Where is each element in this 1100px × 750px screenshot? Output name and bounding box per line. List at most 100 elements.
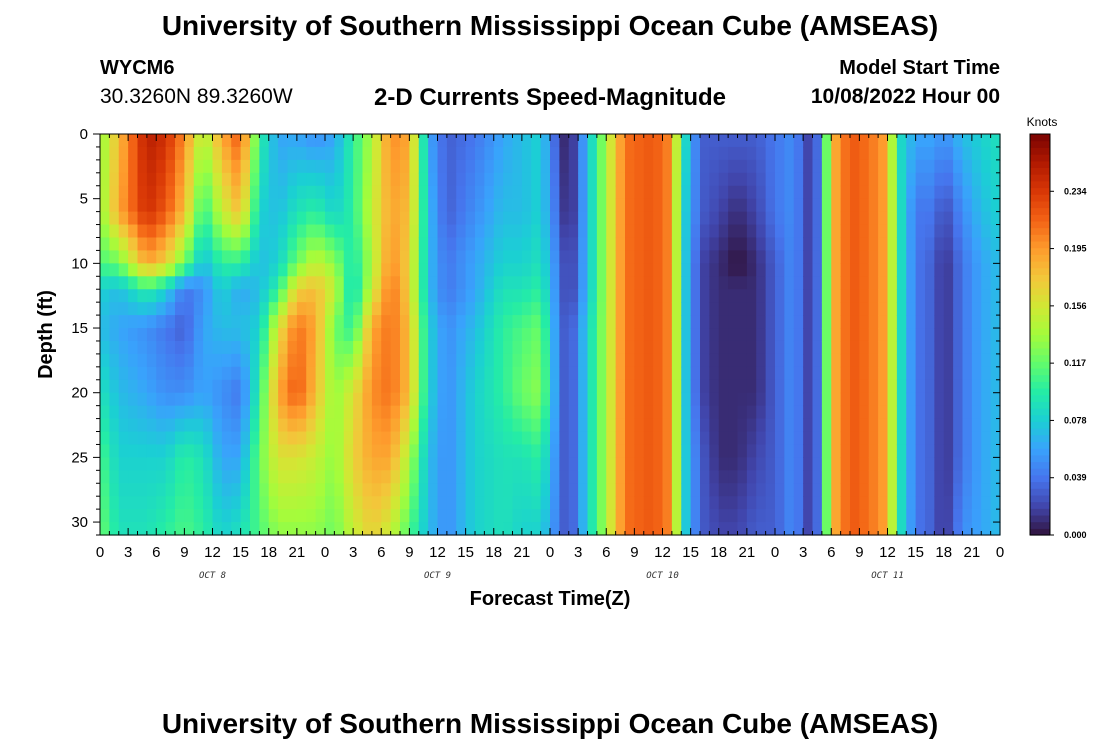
heatmap-cell xyxy=(606,340,617,355)
heatmap-cell xyxy=(756,315,767,329)
x-tick-label: 9 xyxy=(405,544,413,561)
heatmap-cell xyxy=(390,134,401,148)
heatmap-cell xyxy=(540,522,551,536)
heatmap-cell xyxy=(868,172,879,187)
heatmap-cell xyxy=(531,418,542,433)
heatmap-cell xyxy=(756,224,767,239)
x-tick-label: 0 xyxy=(321,544,329,561)
heatmap-cell xyxy=(128,457,139,471)
heatmap-cell xyxy=(550,379,560,394)
heatmap-cell xyxy=(193,379,204,394)
heatmap-cell xyxy=(418,172,429,187)
heatmap-cell xyxy=(381,457,392,471)
heatmap-cell xyxy=(278,185,289,200)
heatmap-cell xyxy=(128,328,139,342)
heatmap-cell xyxy=(184,431,195,446)
heatmap-cell xyxy=(503,379,514,394)
heatmap-cell xyxy=(587,159,598,174)
heatmap-cell xyxy=(165,470,176,484)
heatmap-cell xyxy=(803,353,814,368)
heatmap-cell xyxy=(531,289,542,303)
heatmap-cell xyxy=(287,250,298,264)
heatmap-cell xyxy=(775,328,785,342)
heatmap-cell xyxy=(306,185,317,200)
heatmap-cell xyxy=(709,237,720,252)
heatmap-cell xyxy=(662,172,673,187)
heatmap-cell xyxy=(306,198,317,213)
heatmap-cell xyxy=(531,366,542,381)
heatmap-cell xyxy=(831,328,842,342)
heatmap-cell xyxy=(643,250,654,264)
heatmap-cell xyxy=(653,250,664,264)
heatmap-cell xyxy=(465,496,476,510)
heatmap-cell xyxy=(981,418,992,433)
heatmap-cell xyxy=(840,315,851,329)
heatmap-cell xyxy=(475,237,485,252)
heatmap-cell xyxy=(371,418,382,433)
heatmap-cell xyxy=(165,211,176,226)
heatmap-cell xyxy=(878,483,889,497)
heatmap-cell xyxy=(212,353,223,368)
heatmap-cell xyxy=(943,302,954,316)
heatmap-cell xyxy=(887,470,898,484)
heatmap-cell xyxy=(278,431,289,446)
heatmap-cell xyxy=(943,392,954,407)
heatmap-cell xyxy=(353,237,364,252)
heatmap-cell xyxy=(390,392,401,407)
heatmap-cell xyxy=(100,509,110,523)
heatmap-cell xyxy=(540,237,551,252)
heatmap-cell xyxy=(550,276,560,290)
heatmap-cell xyxy=(868,353,879,368)
heatmap-cell xyxy=(128,366,139,381)
heatmap-cell xyxy=(990,340,1001,355)
heatmap-cell xyxy=(981,444,992,458)
heatmap-cell xyxy=(231,483,242,497)
heatmap-cell xyxy=(962,457,973,471)
heatmap-cell xyxy=(503,457,514,471)
heatmap-cell xyxy=(625,418,635,433)
x-tick-label: 21 xyxy=(739,544,756,561)
heatmap-cell xyxy=(521,379,532,394)
heatmap-cell xyxy=(531,457,542,471)
heatmap-cell xyxy=(400,509,410,523)
heatmap-cell xyxy=(203,392,214,407)
heatmap-cell xyxy=(896,483,907,497)
heatmap-cell xyxy=(615,146,626,161)
heatmap-cell xyxy=(456,134,467,148)
heatmap-cell xyxy=(390,444,401,458)
heatmap-cell xyxy=(315,470,326,484)
heatmap-cell xyxy=(943,496,954,510)
heatmap-cell xyxy=(118,353,129,368)
heatmap-cell xyxy=(878,405,889,420)
heatmap-cell xyxy=(625,405,635,420)
heatmap-cell xyxy=(231,315,242,329)
heatmap-cell xyxy=(812,509,823,523)
x-tick-label: 18 xyxy=(485,544,502,561)
heatmap-cell xyxy=(306,379,317,394)
heatmap-cell xyxy=(578,289,589,303)
heatmap-cell xyxy=(146,509,157,523)
heatmap-cell xyxy=(831,496,842,510)
heatmap-cell xyxy=(634,522,645,536)
heatmap-cell xyxy=(821,392,832,407)
colorbar-segment xyxy=(1030,468,1050,476)
heatmap-cell xyxy=(156,302,167,316)
heatmap-cell xyxy=(550,198,560,213)
heatmap-cell xyxy=(690,211,701,226)
heatmap-cell xyxy=(465,522,476,536)
heatmap-cell xyxy=(250,496,260,510)
heatmap-cell xyxy=(381,134,392,148)
heatmap-cell xyxy=(531,522,542,536)
heatmap-cell xyxy=(334,237,345,252)
heatmap-cell xyxy=(128,172,139,187)
heatmap-cell xyxy=(343,302,354,316)
heatmap-cell xyxy=(643,379,654,394)
heatmap-cell xyxy=(840,444,851,458)
heatmap-cell xyxy=(831,134,842,148)
heatmap-cell xyxy=(465,431,476,446)
heatmap-cell xyxy=(437,172,448,187)
heatmap-cell xyxy=(521,134,532,148)
heatmap-cell xyxy=(915,198,926,213)
heatmap-cell xyxy=(221,172,232,187)
heatmap-cell xyxy=(306,444,317,458)
